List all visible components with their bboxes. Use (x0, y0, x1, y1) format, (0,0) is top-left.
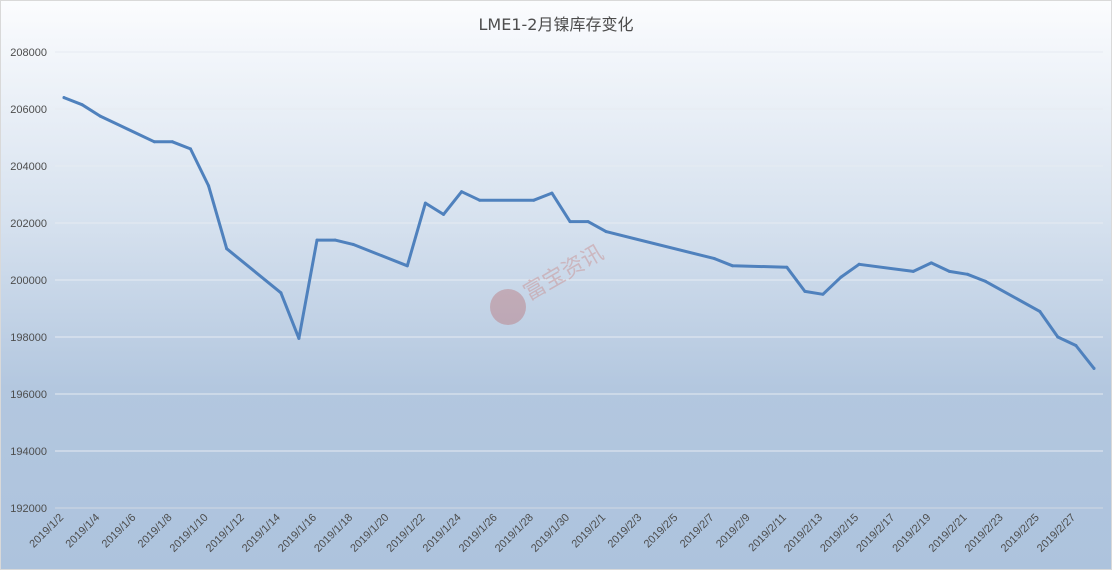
data-point (1056, 335, 1060, 339)
watermark-text: 富宝资讯 (520, 241, 609, 307)
y-tick-label: 194000 (10, 446, 47, 458)
series-line (62, 96, 1096, 370)
data-point (478, 198, 482, 202)
x-tick-label: 2019/2/7 (678, 512, 717, 551)
x-tick-label: 2019/2/19 (890, 512, 933, 555)
x-tick-label: 2019/2/5 (642, 512, 681, 551)
x-tick-label: 2019/1/12 (204, 512, 247, 555)
data-point (62, 96, 66, 100)
data-point (785, 265, 789, 269)
data-point (423, 201, 427, 205)
x-tick-label: 2019/1/4 (64, 512, 103, 551)
x-tick-label: 2019/1/24 (421, 512, 464, 555)
data-point (713, 257, 716, 261)
x-tick-label: 2019/2/1 (569, 512, 608, 551)
y-tick-label: 206000 (10, 104, 47, 116)
x-tick-label: 2019/1/14 (240, 512, 283, 555)
y-tick-label: 204000 (10, 161, 47, 173)
x-tick-label: 2019/2/25 (999, 512, 1042, 555)
x-tick-label: 2019/1/10 (168, 512, 211, 555)
x-tick-label: 2019/1/6 (100, 512, 139, 551)
data-point (857, 262, 861, 266)
data-point (532, 198, 536, 202)
data-point (315, 238, 319, 242)
data-point (821, 292, 825, 296)
data-point (225, 247, 229, 251)
data-point (839, 275, 843, 279)
y-tick-label: 196000 (10, 389, 47, 401)
data-point (80, 103, 84, 107)
data-point (152, 140, 156, 144)
data-point (568, 220, 572, 224)
y-tick-label: 202000 (10, 218, 47, 230)
data-point (911, 269, 915, 273)
data-point (1074, 344, 1078, 347)
x-tick-label: 2019/1/22 (384, 512, 427, 555)
data-point (966, 272, 969, 276)
watermark-logo-icon (490, 289, 526, 325)
data-point (604, 230, 608, 234)
x-tick-label: 2019/2/3 (606, 512, 645, 551)
data-point (929, 261, 933, 265)
data-point (442, 212, 445, 216)
data-point (405, 264, 409, 268)
chart-title: LME1-2月镍库存变化 (478, 15, 634, 34)
x-tick-label: 2019/1/28 (493, 512, 536, 555)
y-tick-label: 198000 (10, 332, 47, 344)
x-tick-label: 2019/2/13 (782, 512, 825, 555)
x-tick-label: 2019/1/26 (457, 512, 500, 555)
x-tick-label: 2019/2/15 (818, 512, 861, 555)
data-point (98, 114, 102, 118)
x-tick-label: 2019/2/27 (1035, 512, 1078, 555)
data-point (460, 190, 464, 194)
data-point (586, 220, 590, 224)
y-tick-label: 208000 (10, 47, 47, 59)
x-tick-label: 2019/1/18 (312, 512, 355, 555)
data-point (333, 238, 337, 242)
data-point (189, 147, 192, 151)
data-point (279, 291, 283, 295)
data-point (1092, 366, 1096, 370)
data-point (297, 336, 301, 340)
x-tick-label: 2019/1/2 (27, 512, 66, 551)
data-point (351, 242, 355, 246)
y-tick-label: 192000 (10, 503, 47, 515)
data-point (803, 289, 807, 293)
x-tick-label: 2019/1/20 (348, 512, 391, 555)
data-point (731, 264, 735, 268)
x-tick-label: 2019/2/21 (927, 512, 970, 555)
data-point (947, 269, 951, 273)
data-point (984, 279, 988, 283)
x-tick-label: 2019/2/23 (963, 512, 1006, 555)
x-tick-label: 2019/2/17 (854, 512, 897, 555)
x-tick-label: 2019/1/16 (276, 512, 319, 555)
data-point (1038, 309, 1042, 313)
data-point (207, 184, 211, 188)
data-point (170, 140, 174, 144)
x-tick-label: 2019/1/30 (529, 512, 572, 555)
data-point (550, 191, 554, 195)
y-tick-label: 200000 (10, 275, 47, 287)
